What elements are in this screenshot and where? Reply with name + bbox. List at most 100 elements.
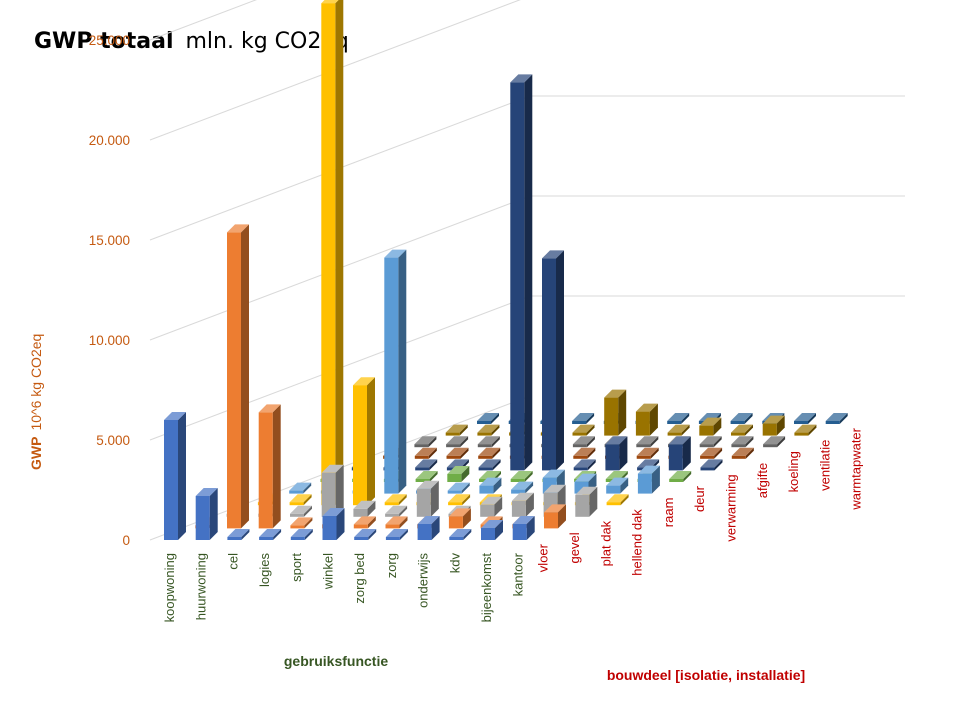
bar-front bbox=[290, 513, 304, 517]
bar-top bbox=[762, 415, 785, 424]
bar-top bbox=[227, 529, 250, 537]
bar-side bbox=[586, 424, 595, 436]
bar-front bbox=[669, 479, 684, 482]
bar-top bbox=[637, 465, 660, 474]
bar bbox=[700, 459, 723, 471]
bar-front bbox=[637, 473, 652, 494]
bar-front bbox=[542, 258, 556, 471]
bar-front bbox=[227, 537, 242, 540]
bar-front bbox=[416, 488, 431, 517]
bar-front bbox=[573, 467, 588, 471]
bar-side bbox=[618, 389, 627, 436]
bar-top bbox=[636, 447, 659, 456]
category-label: kdv bbox=[447, 553, 462, 574]
bar bbox=[575, 486, 598, 517]
y-axis-label: GWP 10^6 kg CO2eq bbox=[28, 334, 44, 470]
bar-front bbox=[731, 432, 745, 436]
bar-side bbox=[367, 516, 376, 529]
bar bbox=[446, 447, 469, 459]
bar bbox=[289, 482, 312, 494]
bar-front bbox=[447, 474, 462, 482]
bar bbox=[164, 412, 186, 540]
bar-side bbox=[683, 471, 692, 482]
bar-side bbox=[463, 529, 472, 540]
bar-top bbox=[385, 529, 408, 537]
bar bbox=[573, 447, 596, 459]
bar-front bbox=[668, 444, 683, 471]
bar bbox=[572, 424, 595, 436]
bar bbox=[699, 417, 722, 436]
bar-front bbox=[415, 467, 430, 471]
bar-front bbox=[700, 467, 715, 471]
y-tick-label: 5.000 bbox=[96, 433, 130, 448]
bar bbox=[445, 424, 468, 436]
bar bbox=[762, 415, 785, 436]
bar-front bbox=[290, 525, 305, 529]
bar-top bbox=[446, 459, 469, 468]
bar bbox=[479, 477, 502, 494]
bar-side bbox=[491, 424, 500, 436]
bar bbox=[636, 447, 659, 459]
category-label: zorg bed bbox=[352, 553, 367, 604]
bar-top bbox=[763, 436, 786, 445]
bar-front bbox=[417, 524, 432, 540]
bar-top bbox=[542, 469, 565, 478]
bar-side bbox=[650, 447, 659, 459]
bar-front bbox=[667, 432, 682, 436]
bar-front bbox=[825, 421, 840, 424]
bar-front bbox=[258, 412, 273, 529]
bar-top bbox=[478, 459, 501, 468]
bar-front bbox=[604, 397, 619, 436]
bar-front bbox=[477, 444, 492, 448]
bar-front bbox=[794, 421, 808, 424]
bar-side bbox=[681, 424, 690, 436]
bar-front bbox=[477, 432, 492, 436]
bar bbox=[322, 508, 345, 540]
bar-front bbox=[481, 528, 495, 540]
bar-top bbox=[604, 389, 627, 398]
bar bbox=[573, 459, 596, 471]
bar-front bbox=[164, 420, 178, 540]
bar bbox=[572, 413, 595, 424]
bar bbox=[385, 529, 408, 540]
bar-front bbox=[762, 423, 777, 436]
bar bbox=[731, 447, 754, 459]
bar-front bbox=[572, 421, 587, 424]
bar-top bbox=[290, 517, 313, 526]
bar-side bbox=[586, 436, 595, 448]
bar-top bbox=[447, 466, 470, 474]
series-label: deur bbox=[692, 485, 707, 512]
bar-side bbox=[399, 505, 408, 517]
bar-top bbox=[573, 459, 596, 468]
bar-front bbox=[699, 425, 714, 436]
bar-front bbox=[477, 421, 491, 424]
bar-top bbox=[511, 492, 534, 501]
series-label: verwarming bbox=[724, 474, 739, 541]
y-axis-label-bold: GWP bbox=[28, 437, 44, 470]
bar-side bbox=[620, 494, 629, 506]
bar-top bbox=[794, 424, 817, 433]
bar-front bbox=[478, 455, 493, 459]
bar bbox=[414, 436, 437, 448]
bar bbox=[669, 471, 692, 482]
series-label: ventilatie bbox=[817, 440, 832, 491]
bar-top bbox=[227, 224, 249, 233]
bar-front bbox=[353, 508, 368, 517]
bars bbox=[164, 0, 848, 540]
bar-side bbox=[620, 477, 629, 494]
bar-top bbox=[572, 424, 595, 433]
bar-side bbox=[459, 424, 468, 436]
bar-front bbox=[700, 455, 715, 459]
bar bbox=[353, 500, 376, 517]
bar-top bbox=[417, 516, 440, 524]
bar-side bbox=[304, 517, 313, 529]
bar-top bbox=[289, 482, 312, 491]
bar bbox=[448, 494, 471, 506]
bar-top bbox=[731, 447, 754, 456]
bar-top bbox=[446, 436, 469, 445]
bar-side bbox=[491, 436, 500, 448]
bar-side bbox=[745, 436, 754, 448]
bar bbox=[510, 471, 533, 482]
bar-top bbox=[636, 436, 659, 445]
depth-axis-title: bouwdeel [isolatie, installatie] bbox=[607, 667, 805, 683]
